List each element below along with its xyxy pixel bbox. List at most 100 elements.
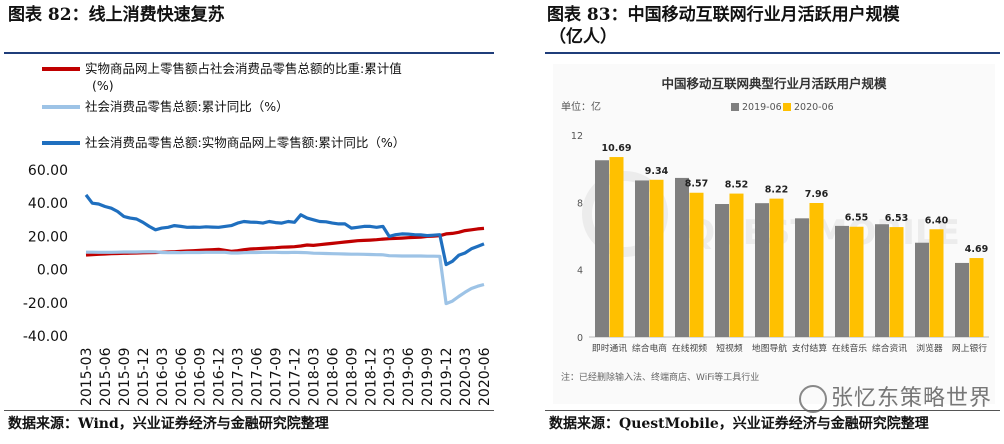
unit-label: 单位：亿 xyxy=(561,100,601,113)
y-tick-label: 60.00 xyxy=(28,163,68,179)
series-line-2 xyxy=(86,250,485,306)
data-label: 7.96 xyxy=(805,189,829,200)
left-figure: 图表 82：线上消费快速复苏 实物商品网上零售额占社会消费品零售总额的比重:累计… xyxy=(0,0,496,444)
bar-2020-06-在线视频 xyxy=(689,192,704,337)
data-label: 4.69 xyxy=(965,244,988,255)
x-tick-label: 2017-06 xyxy=(250,347,266,406)
right-title-rule xyxy=(545,52,1000,54)
category-label: 综合电商 xyxy=(632,342,667,354)
wechat-icon xyxy=(798,385,827,413)
category-label: 在线音乐 xyxy=(832,342,867,354)
x-tick-label: 2019-12 xyxy=(439,348,455,407)
x-tick-label: 2016-09 xyxy=(193,348,209,407)
legend-label-2019-06: 2019-06 xyxy=(742,102,782,113)
bar-2020-06-网上银行 xyxy=(969,258,984,337)
bar-2020-06-综合电商 xyxy=(649,179,664,337)
y-tick-label: -40.00 xyxy=(23,329,68,345)
y-tick-label: 0.00 xyxy=(37,263,68,279)
legend-swatch-2019-06 xyxy=(731,103,739,111)
x-tick-label: 2015-09 xyxy=(117,348,133,407)
category-label: 综合资讯 xyxy=(872,342,907,354)
bar-2020-06-地图导航 xyxy=(769,198,784,337)
legend-label-2: 社会消费品零售总额:累计同比（%） xyxy=(85,99,289,114)
y-tick-label: 0 xyxy=(577,333,583,344)
category-label: 网上银行 xyxy=(952,342,987,354)
bar-chart: QUESTMOBILE中国移动互联网典型行业月活跃用户规模单位：亿2019-06… xyxy=(561,76,989,383)
right-figure-title: 图表 83：中国移动互联网行业月活跃用户规模 （亿人） xyxy=(547,4,987,48)
bar-2020-06-在线音乐 xyxy=(849,226,864,337)
bar-2020-06-即时通讯 xyxy=(609,157,624,337)
right-title-line1: 图表 83：中国移动互联网行业月活跃用户规模 xyxy=(547,5,900,25)
series-line-3 xyxy=(84,193,485,267)
bar-chart-title: 中国移动互联网典型行业月活跃用户规模 xyxy=(661,76,887,91)
data-label: 10.69 xyxy=(601,143,631,154)
bar-2019-06-地图导航 xyxy=(755,203,769,337)
x-tick-label: 2017-09 xyxy=(269,348,285,407)
category-label: 浏览器 xyxy=(916,342,943,354)
x-tick-label: 2017-03 xyxy=(231,348,247,407)
y-tick-label: 20.00 xyxy=(28,229,68,245)
data-label: 6.40 xyxy=(925,215,949,226)
legend-label-2020-06: 2020-06 xyxy=(794,102,834,113)
data-label: 6.53 xyxy=(885,213,908,224)
watermark-text: 张忆东策略世界 xyxy=(830,386,992,411)
bar-2019-06-在线视频 xyxy=(675,177,689,337)
x-tick-label: 2016-12 xyxy=(212,348,228,407)
x-tick-label: 2015-12 xyxy=(136,348,152,407)
data-label: 8.57 xyxy=(685,179,708,190)
x-tick-label: 2018-06 xyxy=(325,347,341,406)
category-label: 在线视频 xyxy=(672,342,707,354)
legend-label-1-line2: (%) xyxy=(92,78,114,93)
bar-2019-06-即时通讯 xyxy=(595,160,609,337)
bar-2019-06-在线音乐 xyxy=(835,225,849,337)
bar-2020-06-支付结算 xyxy=(809,203,824,337)
bar-chart-note: 注：已经删除输入法、终端商店、WiFi等工具行业 xyxy=(561,371,759,383)
bar-2019-06-浏览器 xyxy=(915,242,929,337)
x-tick-label: 2019-03 xyxy=(382,348,398,407)
x-tick-label: 2018-03 xyxy=(306,348,322,407)
line-chart-series xyxy=(84,193,485,306)
x-tick-label: 2020-06 xyxy=(477,347,493,406)
data-label: 8.52 xyxy=(725,180,748,191)
x-tick-label: 2018-12 xyxy=(363,348,379,407)
legend-label-3: 社会消费品零售总额:实物商品网上零售额:累计同比（%） xyxy=(85,135,405,150)
data-label: 6.55 xyxy=(845,213,868,224)
left-bottom-rule xyxy=(4,410,494,411)
bar-2019-06-短视频 xyxy=(715,204,729,337)
right-title-line2: （亿人） xyxy=(549,27,617,47)
category-label: 即时通讯 xyxy=(592,342,627,354)
x-tick-label: 2016-03 xyxy=(155,348,171,407)
x-tick-label: 2015-06 xyxy=(98,347,114,406)
x-tick-label: 2020-03 xyxy=(458,348,474,407)
x-tick-label: 2016-06 xyxy=(174,347,190,406)
right-figure: 图表 83：中国移动互联网行业月活跃用户规模 （亿人） QUESTMOBILE中… xyxy=(545,0,1004,444)
right-source: 数据来源：QuestMobile，兴业证券经济与金融研究院整理 xyxy=(549,416,929,432)
category-label: 支付结算 xyxy=(792,342,827,354)
y-tick-label: 8 xyxy=(577,198,583,209)
bar-2020-06-浏览器 xyxy=(929,229,944,337)
x-tick-label: 2015-03 xyxy=(79,348,95,407)
left-source: 数据来源：Wind，兴业证券经济与金融研究院整理 xyxy=(8,416,329,432)
right-bottom-rule xyxy=(545,410,1000,411)
bar-2020-06-综合资讯 xyxy=(889,227,904,337)
x-tick-label: 2019-09 xyxy=(420,348,436,407)
legend-label-1: 实物商品网上零售额占社会消费品零售总额的比重:累计值 xyxy=(85,61,402,76)
data-label: 9.34 xyxy=(645,166,669,177)
y-tick-label: 40.00 xyxy=(28,196,68,212)
legend-swatch-2020-06 xyxy=(783,103,791,111)
data-label: 8.22 xyxy=(765,185,788,196)
category-label: 地图导航 xyxy=(752,342,787,354)
bar-2019-06-综合电商 xyxy=(635,180,649,337)
line-chart-legend: 实物商品网上零售额占社会消费品零售总额的比重:累计值 (%) 社会消费品零售总额:累… xyxy=(42,61,405,150)
bar-2020-06-短视频 xyxy=(729,193,744,337)
y-tick-label: 4 xyxy=(577,266,583,277)
x-tick-label: 2019-06 xyxy=(401,347,417,406)
bar-2019-06-支付结算 xyxy=(795,218,809,337)
y-tick-label: -20.00 xyxy=(23,296,68,312)
y-tick-label: 12 xyxy=(571,131,583,142)
left-title-rule xyxy=(4,52,494,54)
bar-2019-06-综合资讯 xyxy=(875,224,889,337)
watermark: 张忆东策略世界 xyxy=(798,380,992,413)
x-tick-label: 2017-12 xyxy=(287,348,303,407)
